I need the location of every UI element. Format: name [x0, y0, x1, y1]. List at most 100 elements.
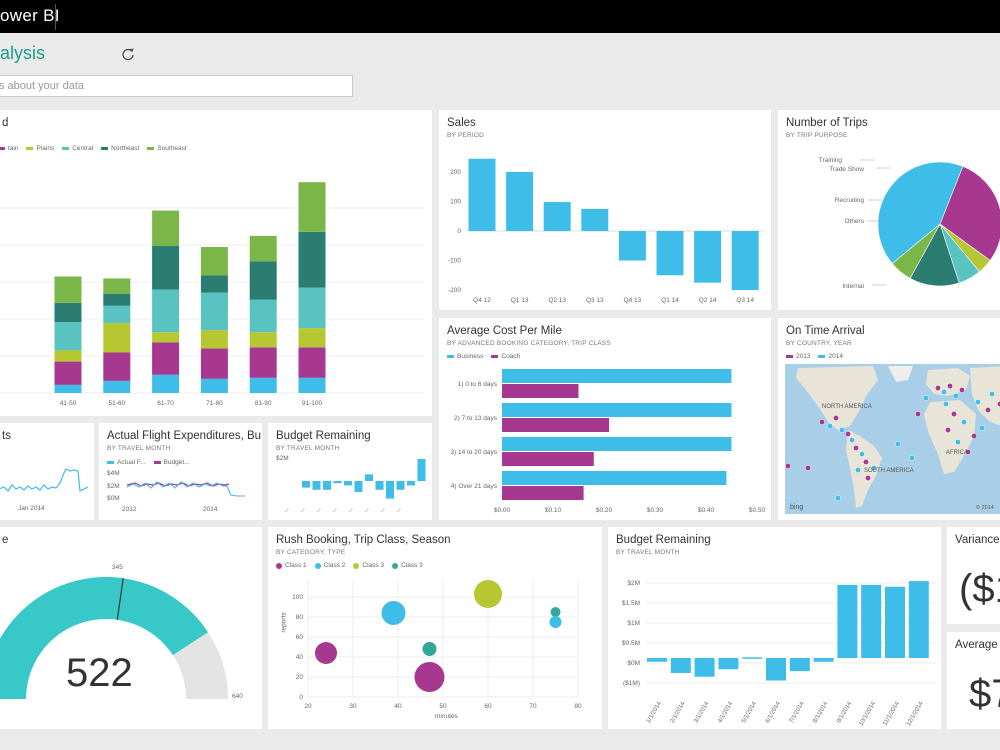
tile-gauge[interactable]: e 522 345 640 — [0, 527, 262, 729]
bar — [789, 658, 810, 672]
y-tick: 40 — [296, 654, 304, 661]
legend-item[interactable]: Coach — [491, 353, 520, 360]
map-bing-logo: bing — [790, 504, 804, 511]
legend-swatch — [276, 562, 282, 569]
tile-flight-expenditures[interactable]: Actual Flight Expenditures, Bu... BY TRA… — [99, 423, 262, 520]
tile-variance[interactable]: Variance t ($1 — [947, 527, 1000, 624]
bar-segment — [103, 293, 131, 306]
tile-title: On Time Arrival — [786, 325, 865, 337]
x-tick: 40 — [394, 703, 402, 710]
legend-item[interactable]: Plains — [26, 145, 54, 152]
legend-item[interactable]: tain — [0, 145, 18, 152]
x-tick: 12/1/2014 — [906, 700, 925, 727]
map-point — [805, 465, 811, 471]
bar — [543, 202, 571, 231]
scatter-point — [549, 616, 562, 628]
map-point — [975, 399, 981, 405]
bar-coach — [502, 452, 594, 466]
tile-small-line[interactable]: ts Jan 2014 — [0, 423, 94, 520]
legend-item[interactable]: 2013 — [786, 353, 810, 360]
legend-item[interactable]: Class 3 — [392, 562, 423, 569]
bar-segment — [103, 352, 131, 381]
tile-stacked-bar[interactable]: d tain Plains Central Northeast Southeast 41… — [0, 110, 432, 416]
x-tick: 80 — [574, 703, 582, 710]
legend-item[interactable]: Southeast — [147, 145, 187, 152]
x-tick: Q3 13 — [586, 297, 604, 304]
legend-item[interactable]: Business — [447, 353, 483, 360]
tile-budget-remaining[interactable]: Budget Remaining BY TRAVEL MONTH $2M $1.5… — [608, 527, 941, 729]
x-tick: — — [347, 507, 355, 515]
app-header: ower BI — [0, 0, 1000, 33]
legend-item[interactable]: Northeast — [101, 145, 139, 152]
map-point — [985, 407, 991, 413]
bar-segment — [54, 302, 82, 323]
budget-bar-chart: $2M $1.5M $1M $0.5M $0M ($1M) 1/1/2014 2/1/2014… — [622, 580, 936, 727]
bar-segment — [298, 182, 326, 232]
x-tick: 4/1/2014 — [717, 700, 734, 724]
y-tick: $1.5M — [622, 600, 640, 607]
map-label-south-america: SOUTH AMERICA — [864, 468, 914, 474]
bar-segment — [200, 275, 228, 293]
trips-pie-chart: Training Trade Show Recruiting Others Intern… — [819, 157, 1000, 290]
x-tick: 2014 — [203, 506, 218, 513]
scatter-point — [381, 601, 406, 625]
small-line-chart — [0, 468, 89, 492]
pie-label: Trade Show — [829, 166, 864, 173]
legend-item[interactable]: 2014 — [818, 353, 843, 360]
y-tick: 0 — [457, 228, 461, 235]
x-tick: 3/1/2014 — [693, 700, 710, 724]
y-tick: 60 — [296, 634, 304, 641]
tile-average[interactable]: Average C $7 — [947, 632, 1000, 729]
bar-segment — [152, 342, 180, 375]
legend-item[interactable]: Central — [62, 145, 93, 152]
y-tick: 0 — [299, 694, 303, 701]
tile-subtitle: BY ADVANCED BOOKING CATEGORY, TRIP CLASS — [447, 340, 611, 347]
bar-segment — [103, 278, 131, 294]
tile-rush-booking[interactable]: Rush Booking, Trip Class, Season BY CATE… — [268, 527, 602, 729]
qa-input[interactable]: s about your data — [0, 75, 353, 97]
legend-label: Southeast — [157, 145, 187, 152]
x-tick: 2012 — [122, 506, 137, 513]
legend-swatch — [0, 147, 5, 150]
x-tick: Q1 14 — [661, 297, 679, 304]
x-tick: 8/1/2014 — [812, 700, 829, 724]
bar — [618, 231, 646, 261]
legend-swatch — [147, 147, 155, 150]
bar-business — [502, 403, 732, 417]
map-point — [859, 451, 865, 457]
bar-segment — [298, 287, 326, 329]
legend-item[interactable]: Class 3 — [353, 562, 384, 569]
bar-segment — [298, 377, 326, 393]
dashboard-title: alysis — [0, 43, 46, 63]
bar — [407, 481, 415, 486]
bar-segment — [103, 323, 131, 353]
legend-item[interactable]: Budget... — [153, 459, 190, 466]
legend-label: tain — [8, 145, 19, 152]
map-point — [909, 455, 915, 461]
legend-item[interactable]: Actual F... — [107, 459, 146, 466]
map-point — [835, 495, 841, 501]
map-point — [935, 385, 941, 391]
bar-segment — [200, 378, 228, 393]
map-point — [871, 465, 877, 471]
bar — [302, 481, 310, 488]
legend-label: Coach — [501, 353, 521, 360]
x-tick: — — [379, 507, 387, 515]
map-point — [845, 431, 851, 437]
tile-budget-remaining-small[interactable]: Budget Remaining BY TRAVEL MONTH $2M — — —… — [268, 423, 432, 520]
tile-average-cost-per-mile[interactable]: Average Cost Per Mile BY ADVANCED BOOKIN… — [439, 318, 771, 520]
map-point — [971, 433, 977, 439]
legend-item[interactable]: Class 2 — [314, 562, 345, 569]
legend-item[interactable]: Class 1 — [276, 562, 307, 569]
x-tick: 11/1/2014 — [882, 700, 901, 726]
bar — [365, 474, 373, 481]
bar-segment — [249, 332, 277, 348]
tile-sales[interactable]: Sales BY PERIOD 200 100 0 -100 -200 Q4 12 Q1 1… — [439, 110, 771, 310]
refresh-icon[interactable] — [121, 47, 135, 61]
y-tick: 2) 7 to 13 days — [454, 415, 498, 422]
average-value: $7 — [969, 672, 1000, 716]
x-tick: — — [395, 507, 403, 515]
y-tick: $1M — [627, 620, 640, 627]
tile-number-of-trips[interactable]: Number of Trips BY TRIP PURPOSE Training… — [778, 110, 1000, 310]
tile-on-time-arrival[interactable]: On Time Arrival BY COUNTRY, YEAR 2013 201… — [778, 318, 1000, 520]
